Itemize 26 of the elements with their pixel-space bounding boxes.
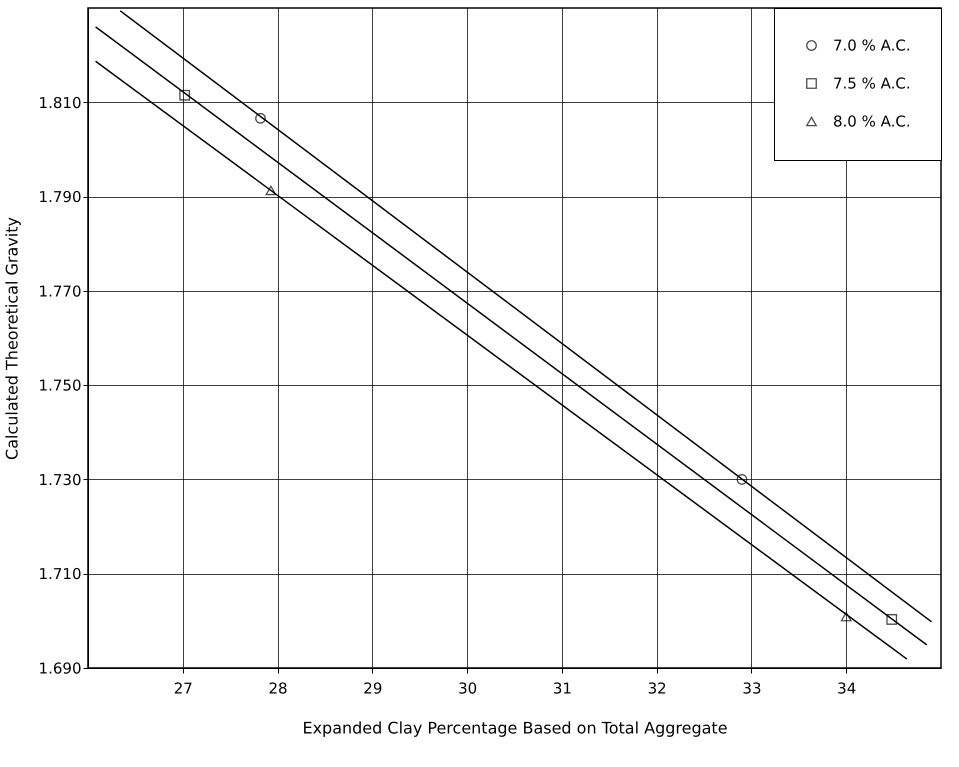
x-tick-label: 30 <box>458 680 478 698</box>
x-tick-label: 28 <box>268 680 288 698</box>
x-tick-label: 31 <box>552 680 572 698</box>
x-tick-label: 32 <box>648 680 667 698</box>
x-tick-label: 29 <box>363 680 382 698</box>
point <box>179 90 190 101</box>
legend-label: 7.5 % A.C. <box>833 74 911 92</box>
y-tick-label: 1.810 <box>38 94 82 112</box>
y-tick-label: 1.750 <box>38 376 82 395</box>
legend-label: 7.0 % A.C. <box>833 36 911 54</box>
x-axis-title: Expanded Clay Percentage Based on Total Aggregate <box>302 718 728 738</box>
x-tick-label: 33 <box>742 680 762 698</box>
point <box>840 612 852 622</box>
y-tick-label: 1.690 <box>38 660 82 678</box>
y-tick-label: 1.790 <box>38 188 82 206</box>
x-tick-label: 34 <box>837 680 856 698</box>
legend-label: 8.0 % A.C. <box>833 112 911 130</box>
point <box>736 474 748 485</box>
y-tick-label: 1.730 <box>38 470 82 489</box>
y-axis-title: Calculated Theoretical Gravity <box>2 217 22 460</box>
x-tick-label: 27 <box>174 680 193 698</box>
point <box>266 186 276 196</box>
point <box>886 614 898 625</box>
y-tick-label: 1.770 <box>38 282 82 300</box>
y-tick-label: 1.710 <box>38 565 82 584</box>
point <box>255 112 266 124</box>
